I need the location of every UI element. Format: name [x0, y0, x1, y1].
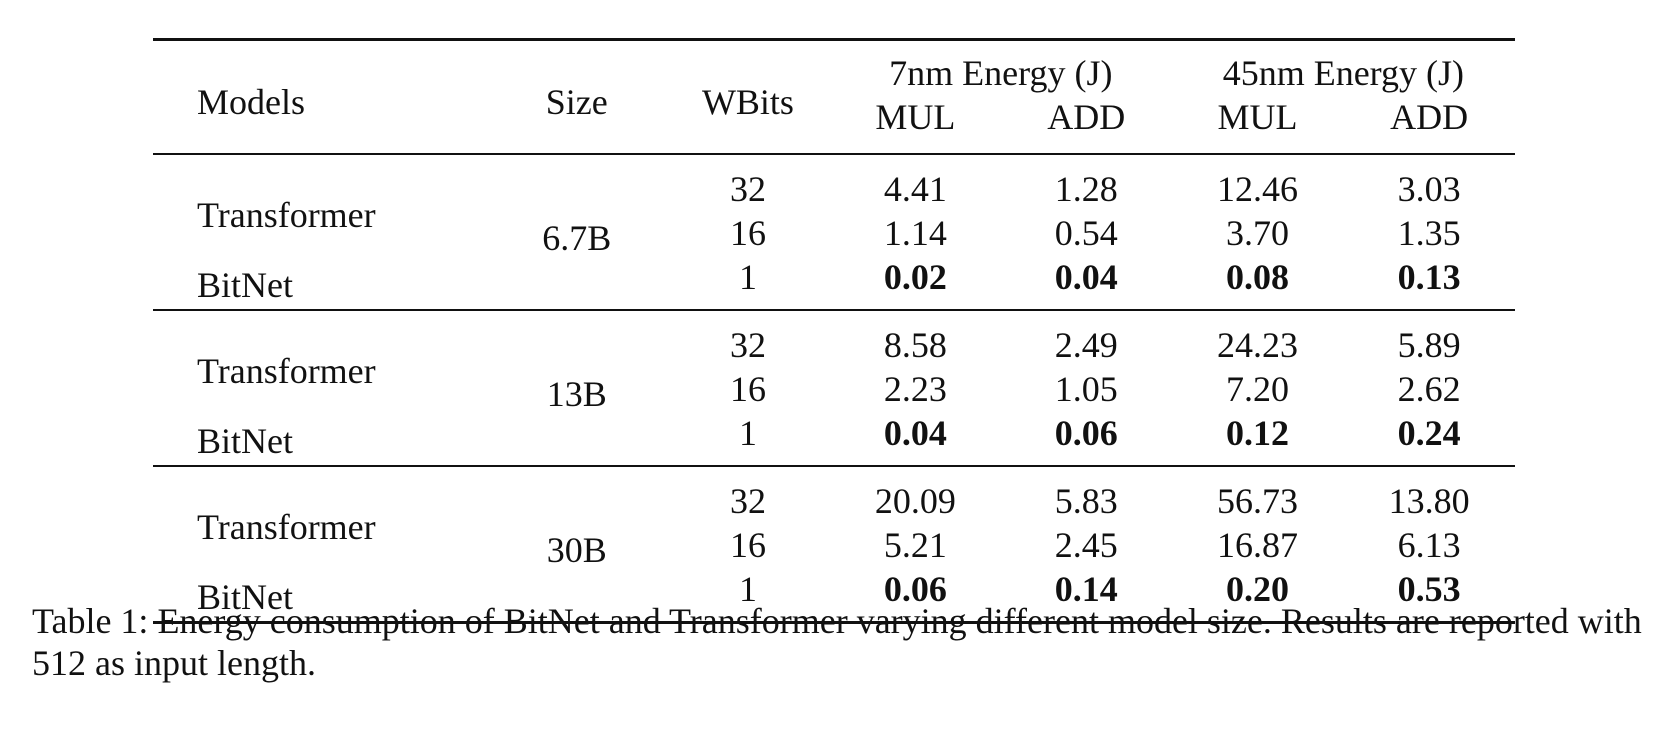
table-row: Transformer BitNet 30B 32 20.09 5.83 56.… [153, 466, 1515, 617]
model-name-transformer: Transformer [197, 195, 376, 235]
mul7-cell: 4.41 [883, 169, 947, 209]
model-cell: Transformer BitNet [153, 466, 487, 623]
add45-cell: 2.62 [1397, 369, 1461, 409]
wbits-cell: 16 [729, 369, 766, 409]
add45-cell: 0.53 [1397, 569, 1461, 609]
add45-cell: 0.24 [1397, 413, 1461, 453]
wbits-cell: 1 [738, 569, 757, 609]
header-45nm-mul: MUL [1217, 97, 1298, 137]
add7-cell: 1.28 [1054, 169, 1118, 209]
mul7-cell: 5.21 [883, 525, 947, 565]
model-cell: Transformer BitNet [153, 154, 487, 310]
energy-table-container: Models Size WBits 7nm Energy (J) 45nm En… [153, 38, 1515, 624]
wbits-cell: 16 [729, 525, 766, 565]
table-row: Transformer BitNet 6.7B 32 4.41 1.28 12.… [153, 154, 1515, 305]
wbits-cell: 32 [729, 325, 766, 365]
add7-cell: 0.14 [1054, 569, 1118, 609]
header-7nm-add: ADD [1047, 97, 1126, 137]
model-cell: Transformer BitNet [153, 310, 487, 466]
table-row: 1 0.02 0.04 0.08 0.13 [153, 255, 1515, 310]
add45-cell: 13.80 [1388, 481, 1470, 521]
model-name-bitnet: BitNet [197, 577, 293, 617]
mul7-cell: 0.06 [883, 569, 947, 609]
table-caption: Table 1: Energy consumption of BitNet an… [32, 601, 1642, 683]
header-models: Models [153, 38, 488, 154]
table-row: 16 2.23 1.05 7.20 2.62 [153, 367, 1515, 411]
add45-cell: 3.03 [1397, 169, 1461, 209]
mul7-cell: 1.14 [883, 213, 947, 253]
model-name-bitnet: BitNet [197, 265, 293, 305]
energy-table: Models Size WBits 7nm Energy (J) 45nm En… [153, 38, 1515, 624]
group-13b: Transformer BitNet 13B 32 8.58 2.49 24.2… [153, 310, 1515, 466]
mul7-cell: 20.09 [874, 481, 956, 521]
add7-cell: 5.83 [1054, 481, 1118, 521]
add45-cell: 6.13 [1397, 525, 1461, 565]
table-row: Transformer BitNet 13B 32 8.58 2.49 24.2… [153, 310, 1515, 461]
header-size: Size [487, 38, 667, 154]
mul45-cell: 7.20 [1226, 369, 1290, 409]
mul45-cell: 0.08 [1226, 257, 1290, 297]
wbits-cell: 32 [729, 169, 766, 209]
header-wbits: WBits [666, 38, 830, 154]
mul7-cell: 0.04 [883, 413, 947, 453]
mul7-cell: 8.58 [883, 325, 947, 365]
header-45nm-energy: 45nm Energy (J) [1171, 38, 1515, 95]
mul7-cell: 0.02 [883, 257, 947, 297]
add7-cell: 0.54 [1054, 213, 1118, 253]
add7-cell: 2.45 [1054, 525, 1118, 565]
add45-cell: 0.13 [1397, 257, 1461, 297]
mul45-cell: 24.23 [1217, 325, 1299, 365]
mul45-cell: 56.73 [1217, 481, 1299, 521]
table-row: 16 1.14 0.54 3.70 1.35 [153, 211, 1515, 255]
wbits-cell: 1 [738, 257, 757, 297]
mul7-cell: 2.23 [883, 369, 947, 409]
wbits-cell: 16 [729, 213, 766, 253]
size-cell: 30B [546, 530, 607, 570]
size-cell: 13B [546, 374, 607, 414]
group-6-7b: Transformer BitNet 6.7B 32 4.41 1.28 12.… [153, 154, 1515, 310]
mul45-cell: 16.87 [1217, 525, 1299, 565]
add45-cell: 5.89 [1397, 325, 1461, 365]
table-row: 1 0.06 0.14 0.20 0.53 [153, 567, 1515, 623]
add7-cell: 0.06 [1054, 413, 1118, 453]
add7-cell: 0.04 [1054, 257, 1118, 297]
mul45-cell: 0.12 [1226, 413, 1290, 453]
header-7nm-mul: MUL [875, 97, 956, 137]
model-name-transformer: Transformer [197, 507, 376, 547]
model-name-bitnet: BitNet [197, 421, 293, 461]
mul45-cell: 3.70 [1226, 213, 1290, 253]
size-cell: 6.7B [542, 218, 612, 258]
mul45-cell: 0.20 [1226, 569, 1290, 609]
add7-cell: 2.49 [1054, 325, 1118, 365]
header-7nm-energy: 7nm Energy (J) [829, 38, 1172, 95]
add45-cell: 1.35 [1397, 213, 1461, 253]
table-row: 1 0.04 0.06 0.12 0.24 [153, 411, 1515, 466]
model-name-transformer: Transformer [197, 351, 376, 391]
wbits-cell: 32 [729, 481, 766, 521]
wbits-cell: 1 [738, 413, 757, 453]
header-45nm-add: ADD [1390, 97, 1469, 137]
mul45-cell: 12.46 [1217, 169, 1299, 209]
group-30b: Transformer BitNet 30B 32 20.09 5.83 56.… [153, 466, 1515, 623]
add7-cell: 1.05 [1054, 369, 1118, 409]
table-row: 16 5.21 2.45 16.87 6.13 [153, 523, 1515, 567]
